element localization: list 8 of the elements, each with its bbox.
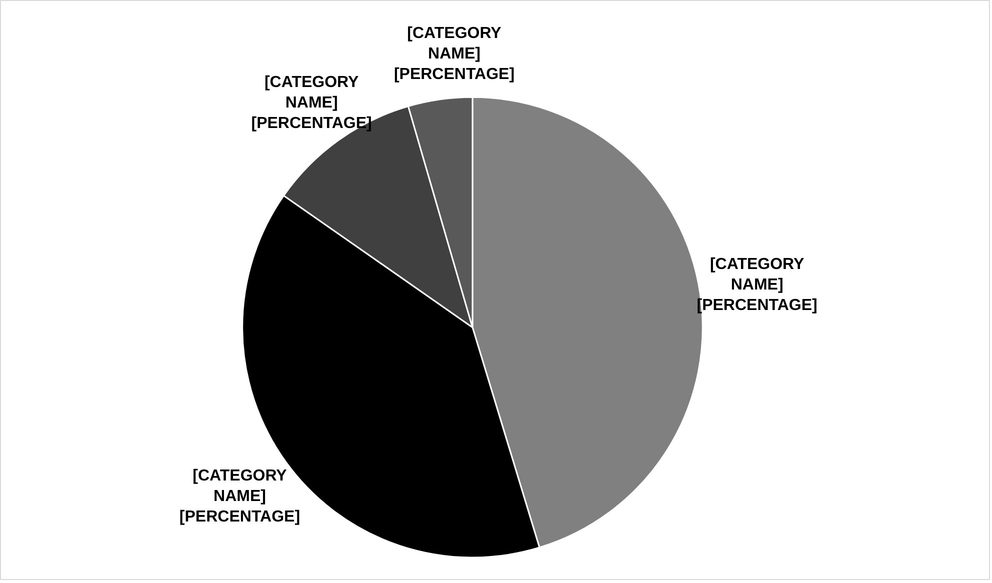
slice-label: [CATEGORY NAME] [407, 24, 502, 62]
slice-label: [CATEGORY NAME] [710, 256, 804, 294]
data-label: [PERCENTAGE] [394, 66, 515, 83]
slice-label: [CATEGORY NAME] [192, 468, 288, 505]
data-label: [PERCENTAGE] [696, 296, 818, 314]
data-label: [PERCENTAGE] [179, 508, 300, 526]
data-label: [PERCENTAGE] [251, 114, 372, 132]
slice-label: [CATEGORY NAME] [264, 74, 359, 112]
